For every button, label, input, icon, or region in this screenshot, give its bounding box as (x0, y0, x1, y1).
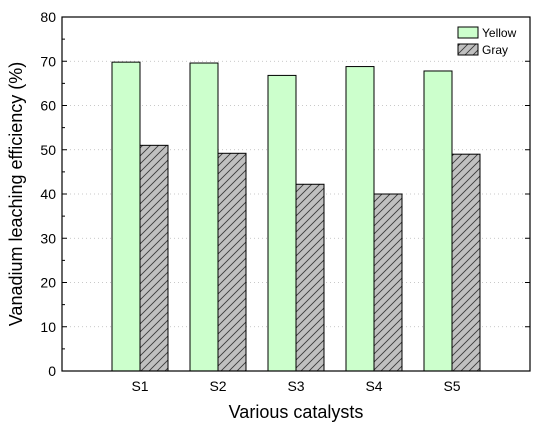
bar-gray-s2 (217, 152, 247, 372)
y-axis-title: Vanadium leaching efficiency (%) (6, 62, 26, 326)
x-tick-label: S4 (365, 378, 382, 394)
x-tick-label: S5 (443, 378, 460, 394)
bar-yellow-s4 (345, 66, 375, 372)
legend-label-yellow: Yellow (482, 26, 517, 40)
y-tick-label: 50 (40, 142, 56, 158)
bar-yellow-s1 (111, 61, 141, 372)
legend-swatch-yellow (457, 26, 479, 39)
legend-label-gray: Gray (482, 43, 508, 57)
y-axis-ticks: 0 10 20 30 40 50 60 70 80 (40, 9, 530, 379)
bar-gray-s3 (295, 183, 325, 372)
y-tick-label: 40 (40, 186, 56, 202)
bar-yellow-s3 (267, 74, 297, 372)
bar-gray-s5 (451, 153, 481, 372)
bars (111, 61, 481, 372)
x-tick-label: S1 (131, 378, 148, 394)
bar-gray-s4 (373, 193, 403, 372)
y-tick-label: 60 (40, 98, 56, 114)
bar-yellow-s5 (423, 70, 453, 372)
bar-yellow-s2 (189, 62, 219, 372)
legend-swatch-gray (457, 43, 479, 56)
y-tick-label: 0 (48, 363, 56, 379)
legend: Yellow Gray (457, 26, 517, 57)
x-axis-ticks: S1 S2 S3 S4 S5 (131, 366, 461, 394)
y-tick-label: 20 (40, 275, 56, 291)
x-tick-label: S3 (287, 378, 304, 394)
y-tick-label: 70 (40, 53, 56, 69)
x-tick-label: S2 (209, 378, 226, 394)
x-axis-title: Various catalysts (229, 402, 364, 422)
y-tick-label: 30 (40, 230, 56, 246)
y-tick-label: 80 (40, 9, 56, 25)
y-tick-label: 10 (40, 319, 56, 335)
bar-gray-s1 (139, 144, 169, 372)
